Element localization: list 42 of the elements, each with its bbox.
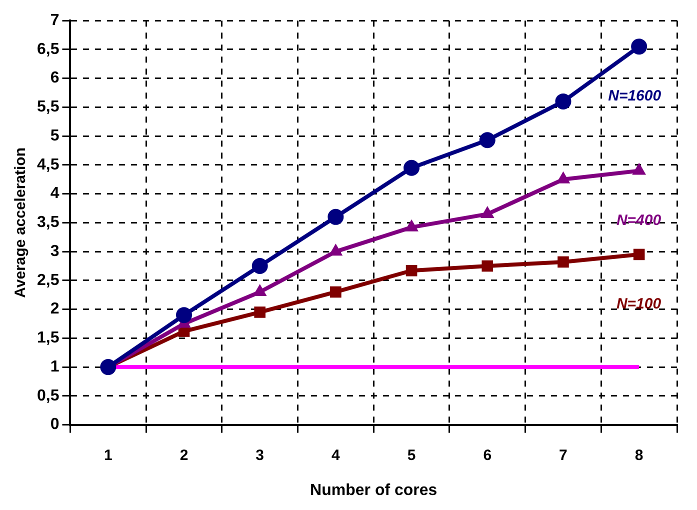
- point: [404, 160, 420, 176]
- x-tick-label: 4: [332, 446, 341, 464]
- y-tick-label: 0: [50, 416, 60, 434]
- y-tick-label: 0,5: [36, 387, 60, 404]
- y-tick-label: 4: [50, 185, 60, 202]
- y-tick-label: 1,5: [36, 330, 60, 347]
- y-tick-label: 7: [50, 12, 60, 30]
- y-tick-label: 6,5: [36, 40, 60, 58]
- point: [479, 132, 496, 148]
- point: [482, 260, 494, 272]
- point: [100, 359, 116, 376]
- x-tick-label: 7: [559, 446, 568, 464]
- text: N=100: [616, 296, 662, 313]
- point: [176, 307, 192, 324]
- point: [328, 208, 344, 225]
- x-axis-title: Number of cores: [310, 482, 438, 499]
- y-tick-label: 3: [50, 242, 60, 260]
- text: N=400: [616, 212, 662, 229]
- y-tick-label: 6: [50, 70, 60, 87]
- y-tick-label: 2,5: [36, 272, 60, 289]
- point: [631, 38, 648, 55]
- point: [252, 258, 268, 274]
- point: [330, 286, 342, 298]
- x-tick-label: 2: [180, 446, 188, 464]
- series-label: N=1600: [608, 88, 662, 105]
- point: [406, 264, 418, 276]
- x-tick-label: 8: [634, 446, 644, 464]
- y-tick-label: 5,5: [36, 98, 60, 116]
- y-tick-label: 4,5: [36, 156, 60, 174]
- y-tick-label: 3,5: [36, 214, 60, 232]
- point: [254, 306, 266, 318]
- y-axis-title: Average acceleration: [12, 148, 30, 298]
- x-tick-label: 1: [104, 446, 112, 464]
- y-tick-label: 2: [50, 300, 60, 318]
- point: [555, 93, 572, 110]
- x-tick-label: 6: [483, 446, 492, 464]
- x-tick-label: 5: [407, 446, 416, 464]
- y-tick-label: 5: [50, 127, 60, 144]
- point: [633, 248, 645, 260]
- point: [558, 256, 569, 268]
- y-tick-label: 1: [50, 358, 60, 376]
- x-tick-label: 3: [256, 446, 264, 464]
